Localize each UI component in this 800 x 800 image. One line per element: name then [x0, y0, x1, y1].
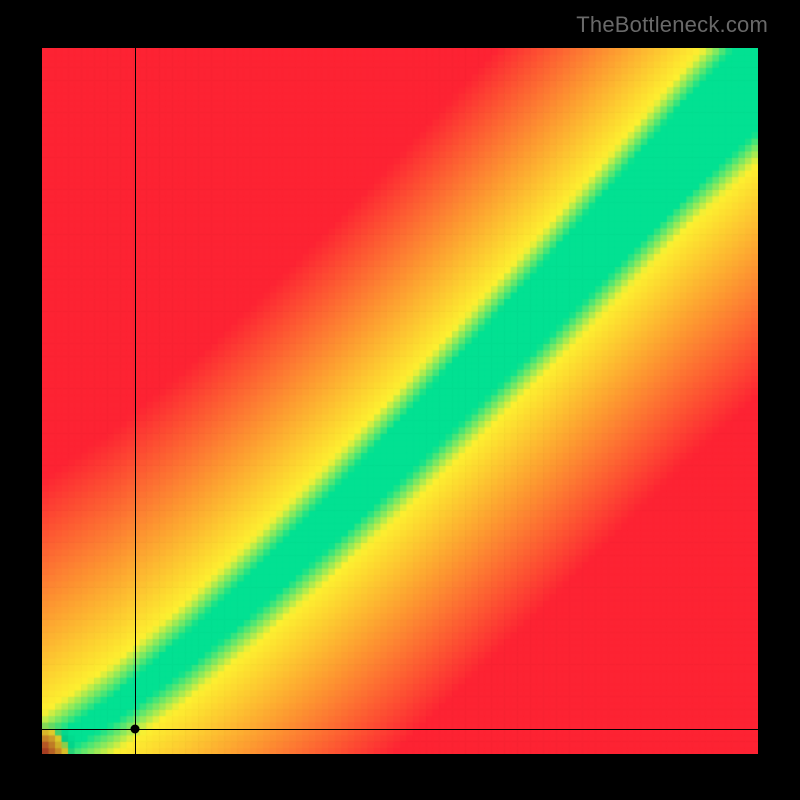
watermark-text: TheBottleneck.com — [576, 12, 768, 38]
bottleneck-heatmap — [42, 48, 758, 754]
crosshair-vertical-line — [135, 48, 136, 754]
crosshair-marker-dot — [131, 725, 140, 734]
crosshair-horizontal-line — [42, 729, 758, 730]
